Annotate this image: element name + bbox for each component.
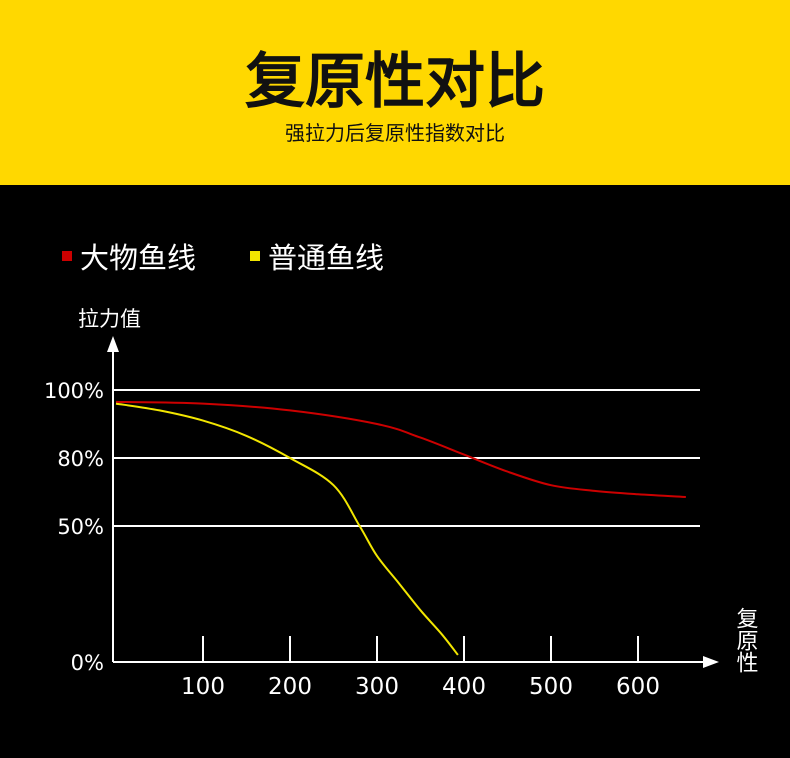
series-line: [115, 400, 686, 498]
x-axis-label: 复原性: [733, 607, 759, 673]
legend-swatch: [62, 251, 72, 261]
x-tick-label: 400: [442, 674, 486, 700]
y-tick-label: 50%: [57, 515, 104, 539]
y-axis-label: 拉力值: [78, 307, 141, 331]
legend-swatch: [250, 251, 260, 261]
header-band: [0, 0, 790, 185]
legend-label: 普通鱼线: [268, 241, 384, 275]
legend-label: 大物鱼线: [80, 241, 196, 275]
series-line: [115, 402, 459, 656]
y-axis-arrow: [107, 336, 119, 352]
x-axis-arrow: [703, 656, 719, 668]
y-tick-label: 0%: [71, 651, 104, 675]
chart-subtitle: 强拉力后复原性指数对比: [285, 121, 505, 145]
y-tick-label: 80%: [57, 447, 104, 471]
x-tick-label: 100: [181, 674, 225, 700]
chart-title: 复原性对比: [245, 47, 545, 117]
y-tick-label: 100%: [44, 379, 104, 403]
x-tick-label: 200: [268, 674, 312, 700]
x-tick-label: 600: [616, 674, 660, 700]
x-tick-label: 300: [355, 674, 399, 700]
plot: 0% 50% 80% 100% 100 200 300 400 500 600 大物鱼线 普通鱼线: [44, 241, 700, 700]
x-tick-label: 500: [529, 674, 573, 700]
